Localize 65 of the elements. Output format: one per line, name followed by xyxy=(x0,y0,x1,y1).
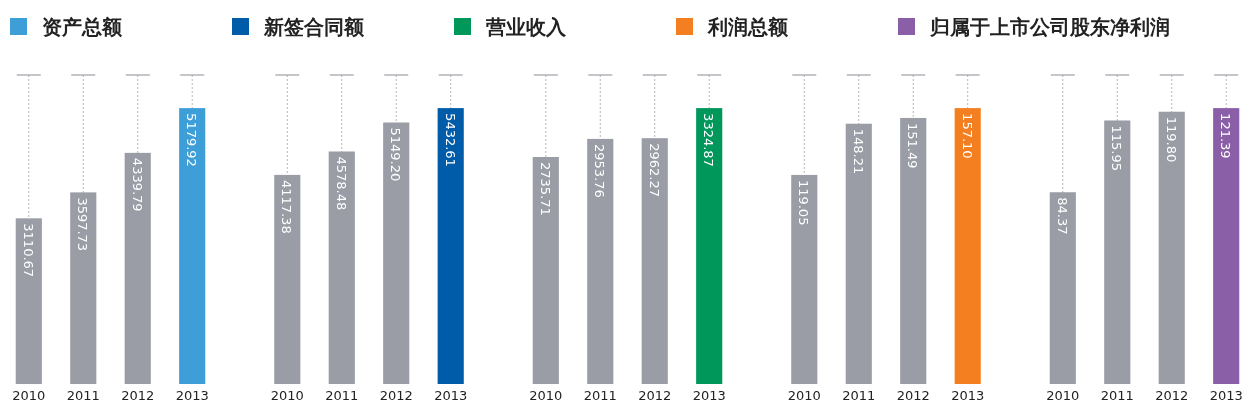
bar xyxy=(1104,120,1131,384)
x-tick-label: 2011 xyxy=(583,388,617,403)
bar xyxy=(15,218,42,384)
data-label: 3597.73 xyxy=(75,197,91,252)
data-label: 4578.48 xyxy=(333,156,349,211)
bar xyxy=(641,138,668,384)
legend-label: 营业收入 xyxy=(485,15,567,39)
bar xyxy=(587,138,614,384)
data-label: 4339.79 xyxy=(129,157,145,212)
bar xyxy=(328,151,355,384)
x-tick-label: 2013 xyxy=(692,388,726,403)
bar xyxy=(954,108,981,384)
x-tick-label: 2010 xyxy=(529,388,563,403)
x-tick-label: 2010 xyxy=(12,388,46,403)
x-tick-label: 2010 xyxy=(787,388,821,403)
data-label: 157.10 xyxy=(959,113,975,159)
x-tick-label: 2013 xyxy=(434,388,468,403)
legend-label: 新签合同额 xyxy=(263,15,365,39)
x-tick-label: 2010 xyxy=(1046,388,1080,403)
x-tick-label: 2013 xyxy=(1209,388,1243,403)
x-tick-label: 2010 xyxy=(270,388,304,403)
bar xyxy=(696,108,723,384)
data-label: 151.49 xyxy=(905,122,921,169)
data-label: 148.21 xyxy=(850,128,866,175)
bar xyxy=(179,108,206,384)
data-label: 115.95 xyxy=(1109,125,1125,171)
bar xyxy=(900,117,927,384)
bar xyxy=(1158,111,1185,384)
bar xyxy=(845,123,872,384)
bar xyxy=(383,122,410,384)
data-label: 4117.38 xyxy=(279,179,295,234)
data-label: 121.39 xyxy=(1218,113,1234,159)
bar xyxy=(791,174,818,384)
bar xyxy=(124,152,151,384)
legend-label: 资产总额 xyxy=(42,15,123,39)
bar xyxy=(532,157,559,384)
data-label: 3324.87 xyxy=(701,113,717,167)
x-tick-label: 2012 xyxy=(1155,388,1189,403)
x-tick-label: 2011 xyxy=(842,388,876,403)
data-label: 119.05 xyxy=(796,179,812,226)
data-label: 2735.71 xyxy=(537,161,553,216)
x-tick-label: 2011 xyxy=(66,388,100,403)
legend-label: 利润总额 xyxy=(707,15,789,39)
bar xyxy=(437,108,464,384)
data-label: 5179.92 xyxy=(184,113,200,167)
data-label: 3110.67 xyxy=(20,223,36,278)
x-tick-label: 2011 xyxy=(1100,388,1134,403)
data-label: 2953.76 xyxy=(592,143,608,198)
bar xyxy=(274,174,301,384)
bar xyxy=(1213,108,1240,384)
x-tick-label: 2013 xyxy=(951,388,985,403)
data-label: 119.80 xyxy=(1163,116,1179,163)
data-label: 5432.61 xyxy=(442,113,458,167)
x-tick-label: 2012 xyxy=(121,388,155,403)
x-tick-label: 2013 xyxy=(175,388,209,403)
bar xyxy=(70,192,97,384)
x-tick-label: 2012 xyxy=(896,388,930,403)
data-label: 84.37 xyxy=(1054,197,1070,235)
data-label: 2962.27 xyxy=(646,143,662,197)
data-label: 5149.20 xyxy=(388,127,404,182)
x-tick-label: 2012 xyxy=(379,388,413,403)
legend-label: 归属于上市公司股东净利润 xyxy=(929,15,1170,39)
x-tick-label: 2011 xyxy=(325,388,359,403)
bar xyxy=(1049,192,1076,384)
x-tick-label: 2012 xyxy=(638,388,672,403)
